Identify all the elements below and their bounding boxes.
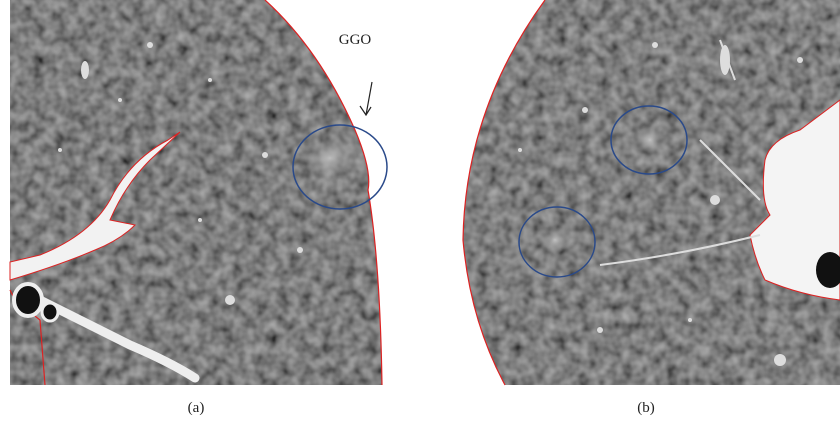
ggo-lesion (634, 126, 666, 154)
lung-region (10, 0, 382, 385)
figure: GGO (a) (b) (0, 0, 840, 425)
panel-b: (b) (463, 0, 840, 416)
arrow (360, 82, 372, 115)
annotation: GGO (339, 32, 372, 48)
panel-label: (a) (188, 400, 205, 416)
ggo-lesion (539, 226, 571, 254)
vessel-section (14, 284, 42, 316)
ggo-lesion (302, 136, 358, 180)
panel-label: (b) (637, 400, 655, 416)
vessel-section (42, 303, 58, 321)
panel-a: GGO (a) (10, 0, 387, 416)
